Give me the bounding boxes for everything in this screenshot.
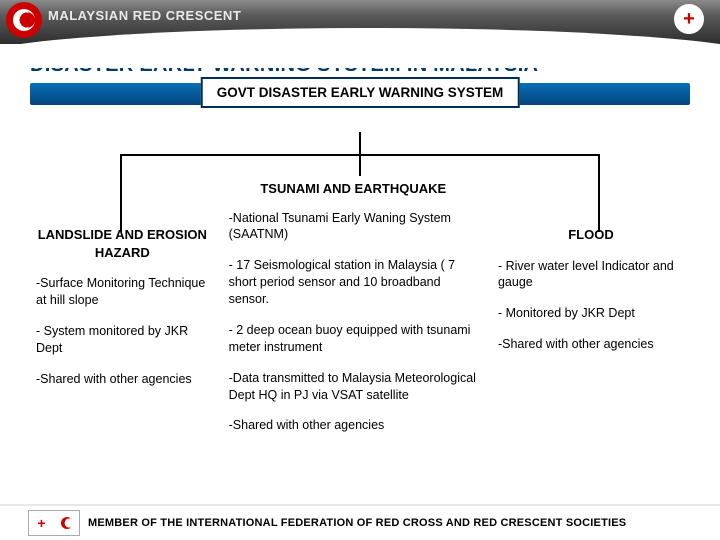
list-item: -Shared with other agencies [229,417,478,434]
root-node-box: GOVT DISASTER EARLY WARNING SYSTEM [201,77,520,108]
list-item: -Shared with other agencies [498,336,684,353]
connector-drop-center [359,154,361,176]
connector-stem [359,132,361,154]
column-left: LANDSLIDE AND EROSION HAZARD -Surface Mo… [26,180,219,448]
list-item: - 2 deep ocean buoy equipped with tsunam… [229,322,478,356]
column-heading-center: TSUNAMI AND EARTHQUAKE [229,180,478,198]
list-item: - Monitored by JKR Dept [498,305,684,322]
title-underline-bar: GOVT DISASTER EARLY WARNING SYSTEM [30,83,690,105]
header-bar: MALAYSIAN RED CRESCENT + [0,0,720,44]
crescent-icon [13,9,35,31]
list-item: - System monitored by JKR Dept [36,323,209,357]
column-heading-right: FLOOD [498,226,684,244]
crescent-logo [6,2,42,38]
red-cross-icon: + [29,511,54,535]
footer-text: MEMBER OF THE INTERNATIONAL FEDERATION O… [88,517,626,529]
list-item: -Shared with other agencies [36,371,209,388]
list-item: - River water level Indicator and gauge [498,258,684,292]
column-right: FLOOD - River water level Indicator and … [488,180,694,448]
columns: LANDSLIDE AND EROSION HAZARD -Surface Mo… [0,180,720,448]
ifrc-mark-icon: + [674,4,704,34]
ifrc-logo-icon: + [28,510,80,536]
list-item: -National Tsunami Early Waning System (S… [229,210,478,244]
slide: MALAYSIAN RED CRESCENT + DISASTER EARLY … [0,0,720,540]
list-item: -Surface Monitoring Technique at hill sl… [36,275,209,309]
footer: + MEMBER OF THE INTERNATIONAL FEDERATION… [0,504,720,540]
red-crescent-icon [54,511,79,535]
column-center: TSUNAMI AND EARTHQUAKE -National Tsunami… [219,180,488,448]
column-heading-left: LANDSLIDE AND EROSION HAZARD [36,226,209,261]
list-item: -Data transmitted to Malaysia Meteorolog… [229,370,478,404]
list-item: - 17 Seismological station in Malaysia (… [229,257,478,308]
org-name: MALAYSIAN RED CRESCENT [48,8,241,23]
